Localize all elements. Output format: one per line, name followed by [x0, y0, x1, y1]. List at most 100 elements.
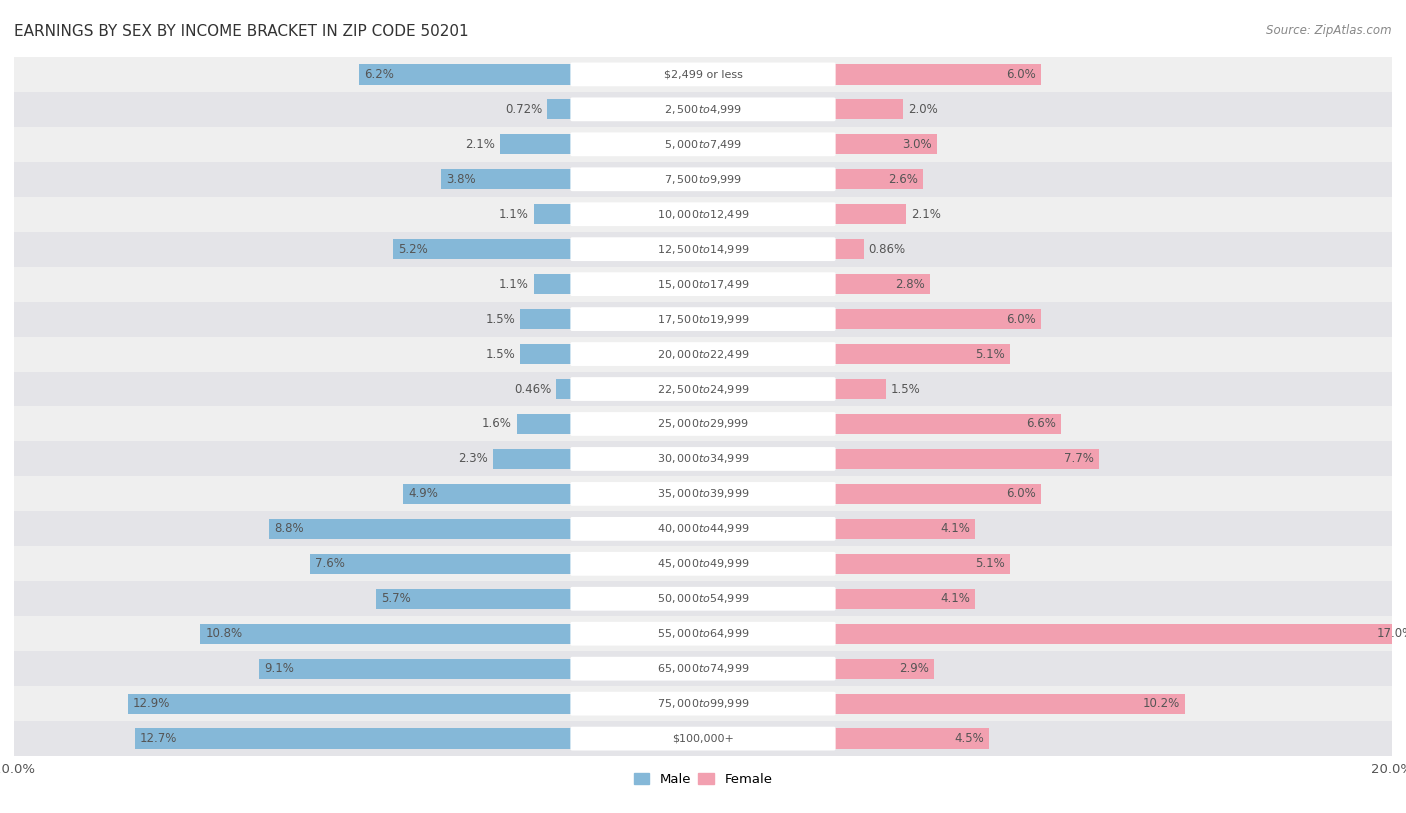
Bar	[14, 92, 1392, 127]
Legend: Male, Female: Male, Female	[628, 767, 778, 791]
FancyBboxPatch shape	[571, 587, 835, 611]
Bar	[834, 519, 976, 539]
Bar	[392, 239, 572, 259]
Bar	[14, 511, 1392, 546]
Text: $15,000 to $17,499: $15,000 to $17,499	[657, 278, 749, 290]
FancyBboxPatch shape	[571, 657, 835, 680]
Bar	[14, 616, 1392, 651]
Text: $35,000 to $39,999: $35,000 to $39,999	[657, 488, 749, 500]
Text: 6.2%: 6.2%	[364, 68, 394, 80]
FancyBboxPatch shape	[571, 307, 835, 331]
Bar	[834, 554, 1010, 574]
Text: 17.0%: 17.0%	[1376, 628, 1406, 640]
Text: 6.0%: 6.0%	[1005, 313, 1035, 325]
Text: 3.8%: 3.8%	[446, 173, 477, 185]
Text: 4.1%: 4.1%	[941, 593, 970, 605]
Bar	[557, 379, 572, 399]
Bar	[14, 232, 1392, 267]
FancyBboxPatch shape	[571, 692, 835, 715]
Bar	[547, 99, 572, 120]
Text: $20,000 to $22,499: $20,000 to $22,499	[657, 348, 749, 360]
Bar	[404, 484, 572, 504]
Bar	[517, 414, 572, 434]
Text: 0.46%: 0.46%	[513, 383, 551, 395]
Bar	[14, 721, 1392, 756]
Bar	[14, 267, 1392, 302]
Text: 2.8%: 2.8%	[896, 278, 925, 290]
Text: $10,000 to $12,499: $10,000 to $12,499	[657, 208, 749, 220]
Bar	[834, 169, 924, 189]
Bar	[834, 274, 931, 294]
Text: $12,500 to $14,999: $12,500 to $14,999	[657, 243, 749, 255]
Text: 5.2%: 5.2%	[398, 243, 427, 255]
Text: 12.9%: 12.9%	[134, 698, 170, 710]
Bar	[311, 554, 572, 574]
Bar	[14, 406, 1392, 441]
Text: 2.3%: 2.3%	[458, 453, 488, 465]
FancyBboxPatch shape	[571, 272, 835, 296]
Text: $30,000 to $34,999: $30,000 to $34,999	[657, 453, 749, 465]
Text: 0.72%: 0.72%	[505, 103, 543, 115]
Bar	[834, 344, 1010, 364]
Bar	[834, 239, 863, 259]
Text: 6.0%: 6.0%	[1005, 488, 1035, 500]
Bar	[259, 659, 572, 679]
Bar	[14, 127, 1392, 162]
Bar	[834, 134, 938, 154]
Text: 4.5%: 4.5%	[955, 733, 984, 745]
Bar	[441, 169, 572, 189]
Text: 7.7%: 7.7%	[1064, 453, 1094, 465]
Text: 4.9%: 4.9%	[409, 488, 439, 500]
FancyBboxPatch shape	[571, 482, 835, 506]
Bar	[520, 309, 572, 329]
Text: $40,000 to $44,999: $40,000 to $44,999	[657, 523, 749, 535]
FancyBboxPatch shape	[571, 377, 835, 401]
Bar	[534, 204, 572, 224]
Bar	[14, 546, 1392, 581]
Text: 1.5%: 1.5%	[891, 383, 921, 395]
Bar	[200, 624, 572, 644]
Bar	[499, 134, 572, 154]
Text: 8.8%: 8.8%	[274, 523, 304, 535]
Text: Source: ZipAtlas.com: Source: ZipAtlas.com	[1267, 24, 1392, 37]
Text: 2.0%: 2.0%	[908, 103, 938, 115]
Bar	[834, 414, 1062, 434]
Bar	[375, 589, 572, 609]
FancyBboxPatch shape	[571, 412, 835, 436]
Text: $75,000 to $99,999: $75,000 to $99,999	[657, 698, 749, 710]
Bar	[520, 344, 572, 364]
Text: $25,000 to $29,999: $25,000 to $29,999	[657, 418, 749, 430]
Text: 12.7%: 12.7%	[139, 733, 177, 745]
Bar	[14, 476, 1392, 511]
Bar	[14, 686, 1392, 721]
Bar	[14, 441, 1392, 476]
Bar	[834, 693, 1185, 714]
Text: $7,500 to $9,999: $7,500 to $9,999	[664, 173, 742, 185]
FancyBboxPatch shape	[571, 517, 835, 541]
FancyBboxPatch shape	[571, 622, 835, 646]
Text: 6.6%: 6.6%	[1026, 418, 1056, 430]
Text: 1.5%: 1.5%	[485, 348, 515, 360]
Bar	[834, 659, 934, 679]
Bar	[14, 302, 1392, 337]
Text: 9.1%: 9.1%	[264, 663, 294, 675]
Text: $22,500 to $24,999: $22,500 to $24,999	[657, 383, 749, 395]
FancyBboxPatch shape	[571, 202, 835, 226]
Bar	[359, 64, 572, 85]
FancyBboxPatch shape	[571, 167, 835, 191]
Text: 1.6%: 1.6%	[482, 418, 512, 430]
Bar	[834, 589, 976, 609]
Text: 10.8%: 10.8%	[205, 628, 242, 640]
Text: $5,000 to $7,499: $5,000 to $7,499	[664, 138, 742, 150]
Bar	[834, 99, 903, 120]
Bar	[834, 624, 1406, 644]
Text: $2,499 or less: $2,499 or less	[664, 69, 742, 80]
Text: 1.1%: 1.1%	[499, 278, 529, 290]
FancyBboxPatch shape	[571, 98, 835, 121]
Text: $50,000 to $54,999: $50,000 to $54,999	[657, 593, 749, 605]
FancyBboxPatch shape	[571, 133, 835, 156]
Text: 5.1%: 5.1%	[974, 558, 1004, 570]
Text: 0.86%: 0.86%	[869, 243, 905, 255]
Text: 5.1%: 5.1%	[974, 348, 1004, 360]
Text: $17,500 to $19,999: $17,500 to $19,999	[657, 313, 749, 325]
